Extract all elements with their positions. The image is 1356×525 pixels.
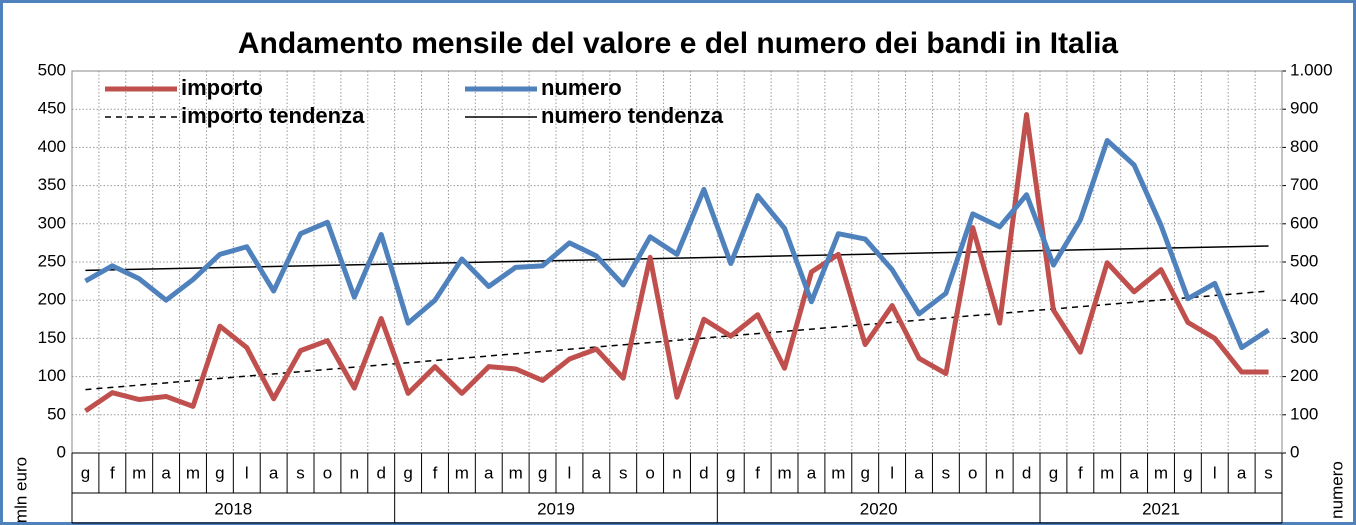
- y2-tick-label: 400: [1290, 290, 1318, 309]
- x-tick-label: o: [968, 463, 977, 482]
- y2-tick-label: 800: [1290, 137, 1318, 156]
- x-tick-label: f: [433, 463, 438, 482]
- y-tick-label: 450: [38, 99, 66, 118]
- x-tick-label: f: [755, 463, 760, 482]
- y-tick-label: 350: [38, 175, 66, 194]
- x-tick-label: g: [403, 463, 412, 482]
- y-tick-label: 200: [38, 290, 66, 309]
- x-tick-label: g: [1049, 463, 1058, 482]
- y-tick-label: 100: [38, 366, 66, 385]
- x-tick-label: g: [538, 463, 547, 482]
- x-tick-label: s: [1264, 463, 1273, 482]
- legend-label: numero tendenza: [541, 103, 724, 128]
- x-tick-label: d: [699, 463, 708, 482]
- y2-tick-label: 200: [1290, 366, 1318, 385]
- x-tick-label: d: [1022, 463, 1031, 482]
- x-tick-label: g: [81, 463, 90, 482]
- x-tick-label: m: [509, 463, 523, 482]
- y-tick-label: 150: [38, 328, 66, 347]
- legend-label: numero: [541, 75, 622, 100]
- series-line: [84, 138, 1270, 351]
- x-tick-label: l: [890, 463, 894, 482]
- legend-label: importo tendenza: [181, 103, 365, 128]
- x-tick-label: o: [645, 463, 654, 482]
- x-tick-label: n: [672, 463, 681, 482]
- y2-tick-label: 900: [1290, 99, 1318, 118]
- x-tick-label: m: [831, 463, 845, 482]
- y2-axis-title: numero: [1327, 461, 1346, 519]
- x-tick-label: a: [807, 463, 817, 482]
- y-tick-label: 0: [57, 442, 66, 461]
- year-label: 2018: [214, 499, 252, 518]
- y-tick-label: 500: [38, 60, 66, 79]
- x-tick-label: m: [132, 463, 146, 482]
- x-tick-label: l: [568, 463, 572, 482]
- x-tick-label: n: [350, 463, 359, 482]
- x-tick-label: d: [376, 463, 385, 482]
- x-tick-label: m: [1154, 463, 1168, 482]
- x-tick-label: g: [215, 463, 224, 482]
- y2-tick-label: 1.000: [1290, 60, 1333, 79]
- y2-tick-label: 100: [1290, 404, 1318, 423]
- x-tick-label: m: [186, 463, 200, 482]
- x-tick-label: m: [1100, 463, 1114, 482]
- x-tick-label: n: [995, 463, 1004, 482]
- x-tick-label: g: [860, 463, 869, 482]
- x-tick-label: m: [777, 463, 791, 482]
- year-label: 2020: [860, 499, 898, 518]
- x-tick-label: l: [245, 463, 249, 482]
- x-tick-label: f: [1078, 463, 1083, 482]
- y-tick-label: 250: [38, 251, 66, 270]
- x-tick-label: a: [1129, 463, 1139, 482]
- chart-title: Andamento mensile del valore e del numer…: [238, 27, 1119, 60]
- x-tick-label: a: [1237, 463, 1247, 482]
- y2-tick-label: 700: [1290, 175, 1318, 194]
- x-tick-label: g: [1183, 463, 1192, 482]
- y-tick-label: 50: [47, 404, 66, 423]
- x-tick-label: f: [110, 463, 115, 482]
- y-tick-label: 300: [38, 213, 66, 232]
- y2-tick-label: 0: [1290, 442, 1299, 461]
- y2-tick-label: 600: [1290, 213, 1318, 232]
- y-axis-title: mln euro: [11, 457, 30, 523]
- x-tick-label: a: [914, 463, 924, 482]
- y2-tick-label: 300: [1290, 328, 1318, 347]
- x-tick-label: l: [1213, 463, 1217, 482]
- x-tick-label: a: [269, 463, 279, 482]
- x-tick-label: a: [161, 463, 171, 482]
- x-tick-label: s: [619, 463, 628, 482]
- x-tick-label: s: [296, 463, 305, 482]
- x-tick-label: o: [323, 463, 332, 482]
- series-line: [84, 112, 1269, 414]
- x-tick-label: m: [455, 463, 469, 482]
- y-tick-label: 400: [38, 137, 66, 156]
- y2-tick-label: 500: [1290, 251, 1318, 270]
- x-tick-label: g: [726, 463, 735, 482]
- x-tick-label: a: [484, 463, 494, 482]
- legend-label: importo: [181, 75, 263, 100]
- x-tick-label: a: [592, 463, 602, 482]
- year-label: 2021: [1142, 499, 1180, 518]
- x-tick-label: s: [942, 463, 951, 482]
- year-label: 2019: [537, 499, 575, 518]
